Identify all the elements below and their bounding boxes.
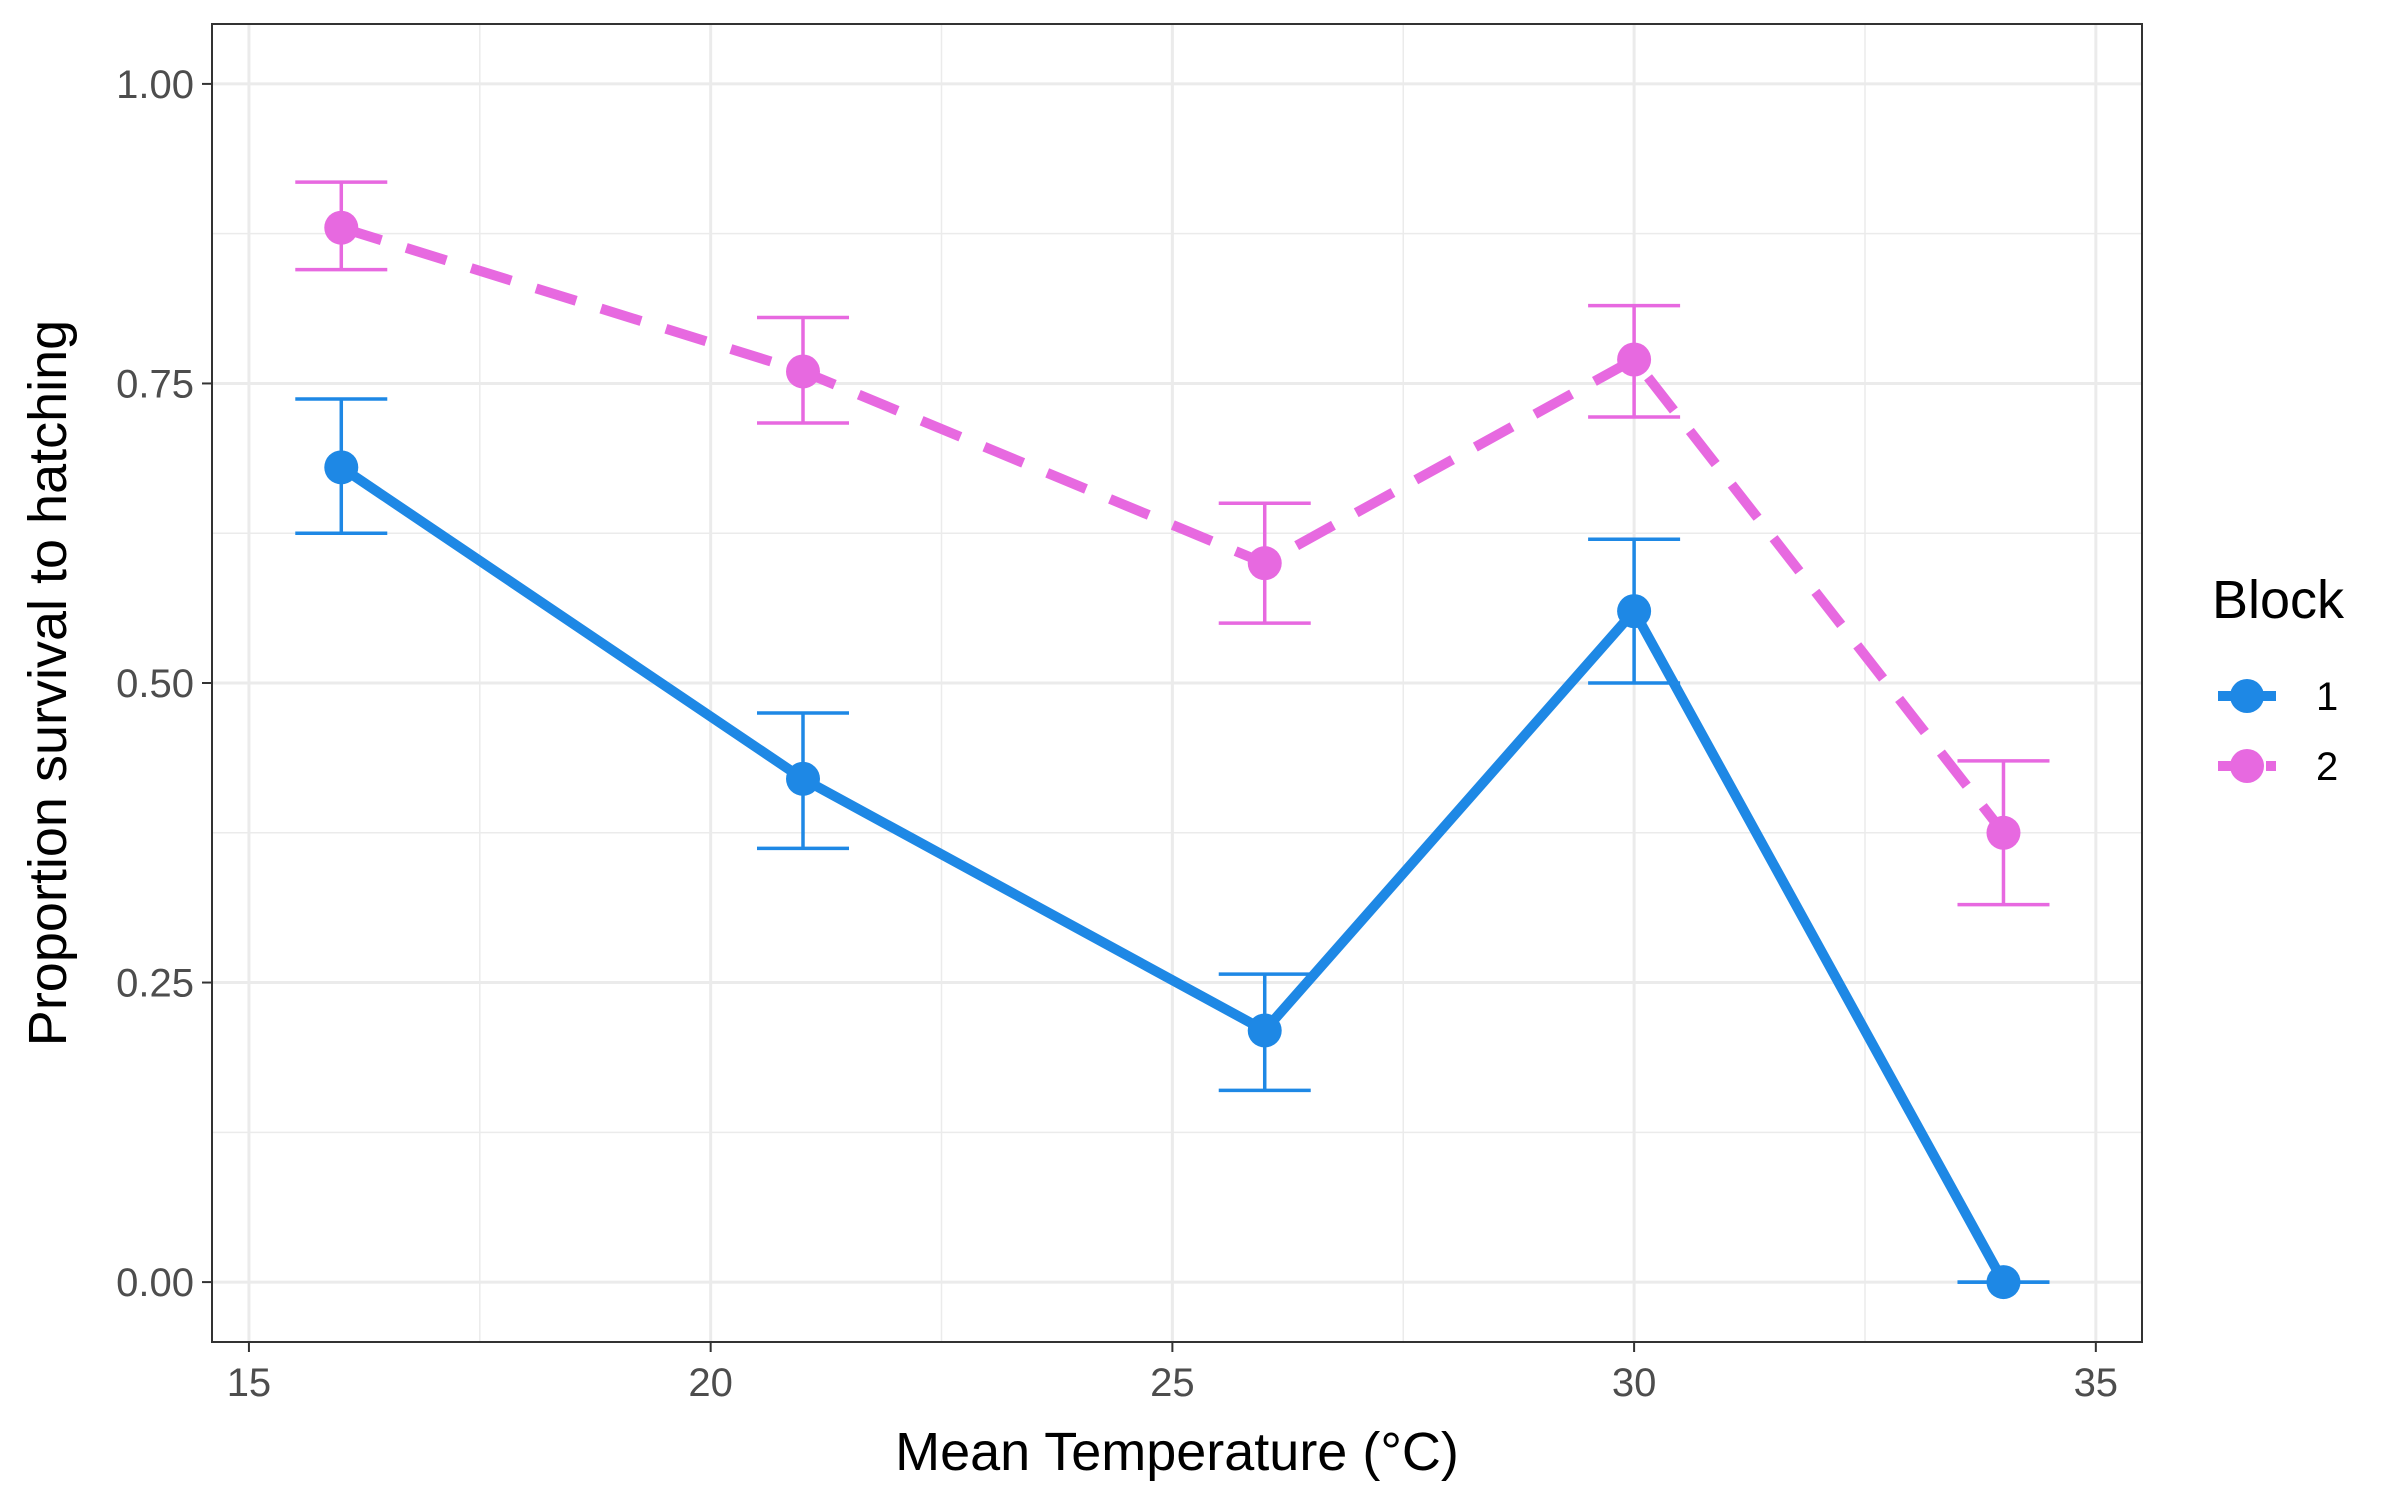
series-1 <box>295 397 2050 1300</box>
y-axis-title: Proportion survival to hatching <box>18 320 78 1046</box>
y-tick-label: 1.00 <box>116 63 194 107</box>
data-point <box>324 210 359 245</box>
series-layer <box>295 180 2050 1300</box>
data-point <box>1986 1265 2021 1300</box>
data-point <box>324 450 359 485</box>
data-point <box>1617 594 1652 629</box>
legend-key-1: 1 <box>2218 675 2338 719</box>
x-tick-label: 15 <box>227 1361 272 1405</box>
x-tick-label: 30 <box>1612 1361 1657 1405</box>
data-point <box>1986 815 2021 850</box>
legend: Block 12 <box>2212 570 2345 789</box>
x-tick-label: 35 <box>2074 1361 2119 1405</box>
y-tick-label: 0.25 <box>116 962 194 1006</box>
data-point <box>1617 342 1652 377</box>
x-tick-label: 25 <box>1150 1361 1195 1405</box>
series-2 <box>295 180 2050 907</box>
legend-label: 1 <box>2316 675 2338 719</box>
x-axis-title: Mean Temperature (°C) <box>895 1422 1459 1482</box>
axis-ticks: 15 20 25 30 35 0.00 0.25 0.50 0.75 1.00 <box>116 63 2118 1405</box>
y-tick-label: 0.75 <box>116 362 194 406</box>
legend-key-point <box>2230 679 2264 713</box>
y-tick-label: 0.50 <box>116 662 194 706</box>
y-tick-label: 0.00 <box>116 1261 194 1305</box>
legend-keys: 12 <box>2218 675 2338 789</box>
data-point <box>786 354 821 389</box>
x-tick-label: 20 <box>688 1361 733 1405</box>
data-point <box>1247 1013 1282 1048</box>
data-point <box>1247 546 1282 581</box>
legend-key-point <box>2230 749 2264 783</box>
legend-label: 2 <box>2316 745 2338 789</box>
legend-title: Block <box>2212 570 2345 630</box>
gridlines <box>212 24 2142 1342</box>
data-point <box>786 761 821 796</box>
legend-key-2: 2 <box>2218 745 2338 789</box>
